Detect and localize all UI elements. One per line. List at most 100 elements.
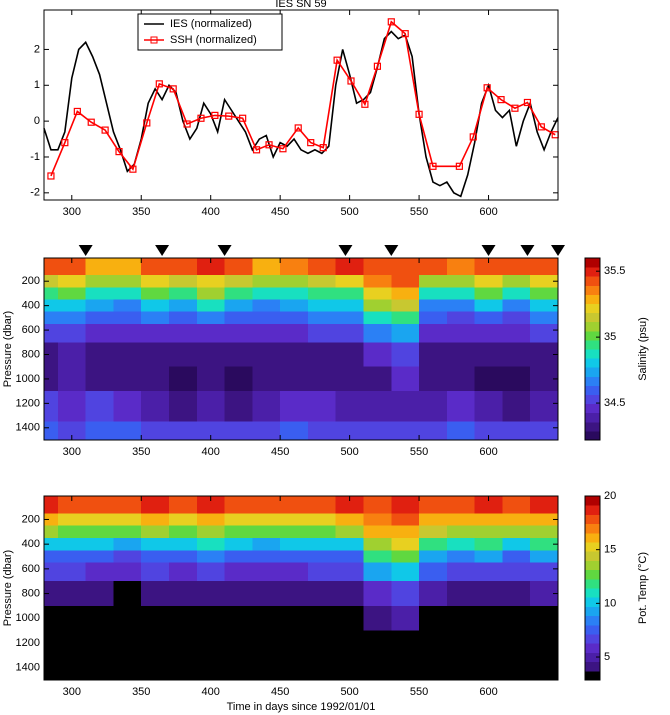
contour-cell — [57, 258, 87, 276]
contour-cell — [224, 299, 253, 313]
x-axis-label: Time in days since 1992/01/01 — [227, 701, 376, 713]
y-tick-label: 1 — [34, 79, 40, 91]
contour-cell — [85, 391, 115, 423]
x-tick-label: 450 — [271, 206, 289, 218]
contour-cell — [502, 630, 531, 663]
contour-cell — [502, 366, 531, 392]
legend-label: SSH (normalized) — [170, 34, 257, 46]
colorbar-swatch — [585, 276, 600, 286]
contour-cell — [85, 661, 115, 681]
colorbar-label: Salinity (psu) — [637, 317, 649, 381]
contour-cell — [530, 287, 559, 301]
contour-cell — [419, 537, 448, 551]
contour-cell — [224, 525, 253, 539]
contour-cell — [363, 287, 392, 301]
colorbar-swatch — [585, 560, 600, 571]
contour-cell — [530, 661, 559, 681]
contour-cell — [502, 496, 531, 514]
axes-box — [43, 257, 559, 441]
contour-cell — [57, 525, 87, 539]
contour-cell — [57, 537, 87, 551]
contour-cell — [307, 630, 337, 663]
series-line — [43, 30, 559, 198]
contour-cell — [280, 311, 309, 325]
contour-cell — [391, 562, 420, 582]
event-marker — [338, 245, 353, 256]
contour-cell — [391, 513, 420, 527]
contour-cell — [252, 525, 281, 539]
contour-cell — [446, 258, 476, 276]
contour-cell — [141, 258, 170, 276]
contour-cell — [446, 605, 476, 632]
contour-cell — [196, 661, 226, 681]
y-tick-label: 600 — [22, 563, 40, 575]
contour-cell — [141, 513, 170, 527]
event-marker — [520, 245, 535, 256]
contour-cell — [307, 258, 337, 276]
contour-cell — [335, 496, 365, 514]
contour-cell — [502, 323, 531, 343]
contour-cell — [44, 258, 59, 276]
event-marker — [217, 245, 232, 256]
contour-cell — [335, 605, 365, 632]
colorbar-swatch — [585, 321, 600, 332]
data-point — [361, 100, 369, 108]
contour-cell — [502, 421, 531, 441]
contour-cell — [363, 323, 392, 343]
contour-cell — [280, 562, 309, 582]
contour-cell — [474, 342, 504, 368]
contour-cell — [419, 299, 448, 313]
contour-cell — [169, 275, 198, 288]
contour-cell — [141, 275, 170, 288]
contour-cell — [307, 513, 337, 527]
y-axis-label: Pressure (dbar) — [2, 550, 14, 626]
contour-cell — [502, 581, 531, 607]
data-point — [279, 145, 287, 153]
contour-cell — [307, 537, 337, 551]
contour-cell — [44, 496, 59, 514]
contour-cell — [474, 287, 504, 301]
contour-cell — [419, 496, 448, 514]
contour-cell — [335, 525, 365, 539]
contour-cell — [363, 496, 392, 514]
contour-cell — [224, 258, 253, 276]
contour-cell — [502, 513, 531, 527]
contour-cell — [44, 581, 59, 607]
colorbar-swatch — [585, 606, 600, 617]
x-tick-label: 400 — [202, 686, 220, 698]
contour-cell — [141, 605, 170, 632]
contour-cell — [85, 275, 115, 288]
data-point — [169, 85, 177, 93]
contour-cell — [196, 513, 226, 527]
contour-cell — [474, 562, 504, 582]
contour-cell — [224, 342, 253, 368]
contour-cell — [474, 605, 504, 632]
data-point — [87, 118, 95, 126]
contour-cell — [224, 311, 253, 325]
chart-title: IES SN 59 — [275, 0, 326, 10]
data-point — [401, 30, 409, 38]
contour-cell — [419, 287, 448, 301]
colorbar-swatch — [585, 532, 600, 543]
contour-cell — [419, 342, 448, 368]
contour-cell — [113, 562, 142, 582]
contour-cell — [530, 421, 559, 441]
colorbar-swatch — [585, 394, 600, 405]
contour-cell — [44, 323, 59, 343]
contour-cell — [113, 581, 142, 607]
contour-cell — [224, 562, 253, 582]
contour-cell — [44, 513, 59, 527]
contour-cell — [44, 605, 59, 632]
colorbar-swatch — [585, 430, 600, 441]
contour-cell — [196, 537, 226, 551]
contour-cell — [280, 630, 309, 663]
y-tick-label: 200 — [22, 513, 40, 525]
colorbar-swatch — [585, 542, 600, 552]
contour-cell — [363, 562, 392, 582]
colorbar-swatch — [585, 285, 600, 295]
contour-cell — [85, 258, 115, 276]
contour-cell — [474, 581, 504, 607]
contour-cell — [113, 496, 142, 514]
contour-cell — [44, 550, 59, 564]
contour-cell — [113, 311, 142, 325]
